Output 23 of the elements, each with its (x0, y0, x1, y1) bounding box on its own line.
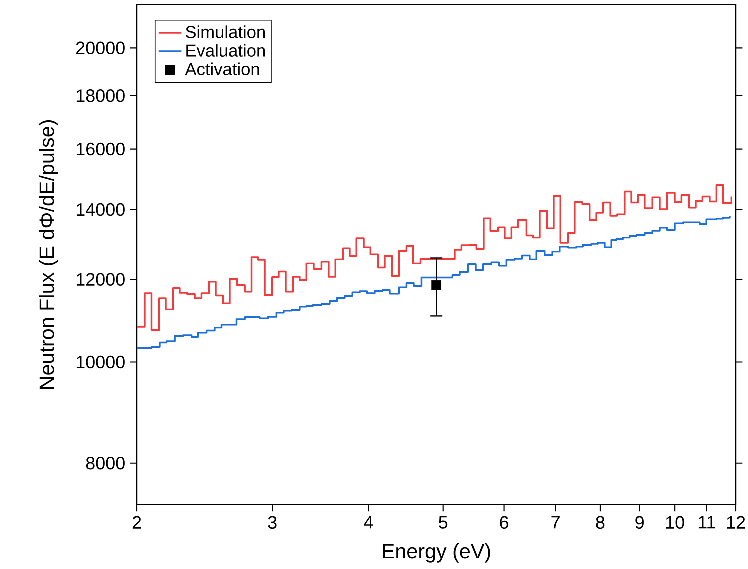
y-tick-label: 18000 (76, 90, 125, 102)
y-tick-label: 16000 (76, 142, 125, 156)
x-tick-label: 11 (698, 516, 716, 529)
legend-label: Activation (185, 62, 260, 76)
x-tick-label: 4 (364, 516, 374, 529)
x-tick-label: 10 (666, 516, 684, 530)
x-axis-title: Energy (eV) (383, 544, 490, 563)
legend-label: Simulation (186, 26, 265, 38)
x-tick-label: 5 (439, 516, 448, 529)
x-tick-label: 2 (132, 516, 142, 529)
y-tick-label: 10000 (76, 356, 125, 369)
y-tick-label: 20000 (76, 42, 125, 55)
y-tick-label: 14000 (76, 203, 125, 216)
x-tick-label: 6 (500, 516, 509, 530)
y-axis-title: Neutron Flux (E dΦ/dE/pulse) (39, 120, 58, 390)
x-tick-label: 9 (636, 516, 644, 530)
y-tick-label: 12000 (76, 273, 125, 286)
x-tick-label: 3 (268, 516, 277, 530)
x-tick-label: 8 (596, 516, 605, 530)
x-tick-label: 7 (552, 516, 560, 529)
y-tick-label: 8000 (86, 457, 125, 470)
x-tick-label: 12 (727, 516, 746, 529)
legend-label: Evaluation (186, 44, 266, 57)
